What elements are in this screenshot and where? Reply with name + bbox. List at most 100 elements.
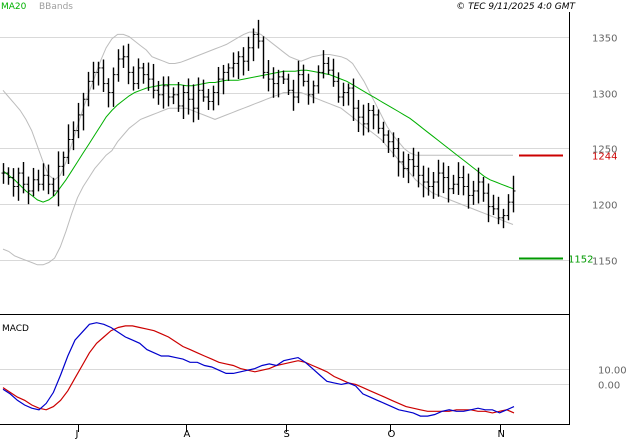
ohlc-bar [406, 153, 411, 184]
month-label: O [388, 429, 396, 440]
ohlc-bar [291, 79, 296, 111]
price-tick-label: 1250 [592, 145, 617, 156]
ohlc-bar [141, 62, 146, 84]
ohlc-bar [341, 82, 346, 107]
ohlc-bar [216, 66, 221, 106]
ohlc-bar [296, 60, 301, 104]
ohlc-bar [331, 58, 336, 87]
price-tick-label: 1200 [592, 201, 617, 212]
ohlc-bar [346, 83, 351, 106]
ohlc-bar [336, 72, 341, 103]
ohlc-bar [6, 167, 11, 185]
ohlc-bar [456, 162, 461, 195]
ohlc-bar [356, 99, 361, 133]
month-label: A [184, 429, 191, 440]
ohlc-bar [1, 163, 6, 184]
ohlc-bar [46, 164, 51, 195]
macd-line [2, 322, 515, 417]
axes-layer: 1150 1200 1250 1300 1350 J A S O N 0.00 10.00 [75, 34, 627, 440]
ohlc-bar [156, 80, 161, 105]
ohlc-bar [311, 80, 316, 104]
ohlc-bar [301, 64, 306, 87]
macd-tick-label: 0.00 [598, 381, 620, 392]
ohlc-bar [486, 183, 491, 223]
ohlc-bar [161, 76, 166, 109]
ohlc-bar [71, 121, 76, 151]
ohlc-bar [366, 102, 371, 133]
macd-title: MACD [2, 324, 29, 334]
ohlc-bar [326, 57, 331, 75]
price-tick-label: 1350 [592, 34, 617, 45]
ohlc-bar [451, 174, 456, 195]
ohlc-bar [376, 109, 381, 134]
ohlc-bar [81, 92, 86, 131]
ohlc-bar [321, 50, 326, 79]
ohlc-bar [476, 167, 481, 204]
ohlc-bar [166, 76, 171, 107]
ohlc-bar [201, 79, 206, 102]
macd-tick-label: 10.00 [598, 366, 627, 377]
ohlc-bars [1, 19, 516, 229]
resistance-label: 1244 [592, 152, 617, 163]
ohlc-bar [401, 151, 406, 178]
ohlc-bar [351, 78, 356, 121]
ohlc-bar [211, 85, 216, 111]
ohlc-bar [471, 180, 476, 205]
ohlc-bar [416, 151, 421, 188]
ohlc-bar [101, 59, 106, 92]
ohlc-bar [61, 151, 66, 176]
ohlc-bar [461, 165, 466, 196]
ohlc-bar [11, 168, 16, 197]
ohlc-bar [411, 147, 416, 177]
macd-gridlines [0, 369, 569, 385]
ohlc-bar [306, 73, 311, 105]
ohlc-bar [396, 137, 401, 177]
support-resistance-layer: 1244 1152 [519, 152, 617, 266]
ohlc-bar [171, 87, 176, 105]
price-tick-label: 1300 [592, 90, 617, 101]
ohlc-bar [511, 175, 516, 213]
ohlc-bar [116, 49, 121, 82]
ohlc-bar [91, 61, 96, 90]
ohlc-bar [286, 73, 291, 96]
ohlc-bar [316, 65, 321, 94]
ohlc-bar [31, 167, 36, 197]
month-label: N [498, 429, 505, 440]
ohlc-bar [386, 130, 391, 153]
ohlc-bar [16, 167, 21, 201]
ohlc-bar [481, 176, 486, 202]
ohlc-bar [276, 69, 281, 98]
ohlc-bar [446, 165, 451, 203]
ohlc-bar [51, 177, 56, 196]
ohlc-bar [251, 28, 256, 62]
ohlc-bar [466, 173, 471, 209]
ohlc-bar [121, 45, 126, 68]
ohlc-bar [281, 70, 286, 85]
month-label: S [284, 429, 290, 440]
ohlc-bar [66, 124, 71, 164]
ohlc-bar [86, 71, 91, 107]
ohlc-bar [271, 67, 276, 98]
ohlc-bar [136, 58, 141, 90]
copyright-notice: © TEC 9/11/2025 4:0 GMT [456, 2, 576, 12]
ohlc-bar [226, 63, 231, 81]
ohlc-bar [231, 52, 236, 78]
ohlc-bar [491, 194, 496, 216]
price-tick-label: 1150 [592, 257, 617, 268]
ohlc-bar [421, 165, 426, 198]
ohlc-bar [126, 43, 131, 85]
ohlc-bar [381, 121, 386, 143]
month-label: J [75, 429, 79, 440]
support-label: 1152 [568, 255, 593, 266]
ma20-layer [2, 69, 514, 203]
ohlc-bar [181, 85, 186, 120]
ohlc-bar [146, 62, 151, 91]
macd-layer [2, 322, 515, 417]
ohlc-bar [266, 60, 271, 92]
ma20-line [2, 69, 514, 203]
ohlc-bar [36, 169, 41, 192]
ohlc-bar [391, 132, 396, 158]
ohlc-bar [256, 19, 261, 49]
ohlc-bar [191, 84, 196, 123]
ohlc-bar [261, 36, 266, 79]
